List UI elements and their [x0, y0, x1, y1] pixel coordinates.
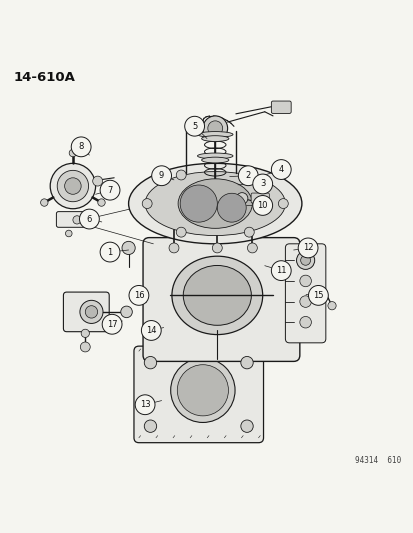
Text: 1: 1 — [107, 247, 112, 256]
Circle shape — [50, 163, 95, 209]
Circle shape — [151, 166, 171, 185]
Text: 12: 12 — [302, 244, 313, 253]
Text: 5: 5 — [192, 122, 197, 131]
Circle shape — [296, 251, 314, 269]
Circle shape — [308, 286, 328, 305]
Text: 14-610A: 14-610A — [13, 70, 75, 84]
Circle shape — [238, 166, 258, 185]
Circle shape — [299, 275, 311, 287]
Text: 13: 13 — [140, 400, 150, 409]
Text: 6: 6 — [86, 215, 92, 223]
Circle shape — [65, 230, 72, 237]
Circle shape — [212, 243, 222, 253]
Circle shape — [240, 420, 253, 432]
Circle shape — [40, 199, 48, 206]
Ellipse shape — [201, 136, 228, 141]
Circle shape — [278, 199, 287, 208]
FancyBboxPatch shape — [63, 292, 109, 332]
Circle shape — [170, 358, 235, 423]
Circle shape — [57, 171, 88, 201]
Circle shape — [271, 261, 290, 280]
Circle shape — [169, 243, 178, 253]
Circle shape — [299, 255, 311, 266]
Ellipse shape — [183, 265, 251, 325]
Circle shape — [71, 137, 91, 157]
Ellipse shape — [201, 157, 228, 163]
Circle shape — [100, 242, 120, 262]
Circle shape — [297, 238, 317, 258]
Circle shape — [236, 192, 247, 204]
Circle shape — [240, 357, 253, 369]
Circle shape — [142, 199, 152, 208]
Circle shape — [100, 180, 120, 200]
Text: 7: 7 — [107, 185, 112, 195]
Circle shape — [299, 317, 311, 328]
Ellipse shape — [178, 179, 252, 228]
Circle shape — [271, 160, 290, 180]
Text: 17: 17 — [107, 320, 117, 329]
Text: 3: 3 — [259, 180, 265, 189]
Circle shape — [141, 320, 161, 341]
Circle shape — [252, 174, 272, 194]
Text: 11: 11 — [275, 266, 286, 275]
Text: 9: 9 — [159, 171, 164, 180]
FancyBboxPatch shape — [285, 244, 325, 343]
Circle shape — [327, 302, 335, 310]
Circle shape — [176, 227, 186, 237]
Text: 8: 8 — [78, 142, 84, 151]
Text: 14: 14 — [146, 326, 156, 335]
Circle shape — [177, 365, 228, 416]
Ellipse shape — [128, 163, 301, 244]
Circle shape — [135, 395, 154, 415]
FancyBboxPatch shape — [271, 101, 290, 114]
Circle shape — [79, 209, 99, 229]
Circle shape — [144, 420, 156, 432]
Circle shape — [80, 342, 90, 352]
Ellipse shape — [197, 153, 233, 159]
Circle shape — [122, 241, 135, 255]
Circle shape — [121, 306, 132, 318]
Circle shape — [69, 149, 76, 157]
FancyBboxPatch shape — [251, 193, 268, 203]
Circle shape — [244, 170, 254, 180]
Circle shape — [64, 178, 81, 195]
Text: 10: 10 — [257, 201, 267, 210]
Text: 4: 4 — [278, 165, 283, 174]
Text: 15: 15 — [312, 291, 323, 300]
Circle shape — [80, 300, 103, 324]
Circle shape — [97, 199, 105, 206]
Circle shape — [299, 296, 311, 308]
Circle shape — [93, 176, 102, 186]
Circle shape — [144, 357, 156, 369]
Text: 94314  610: 94314 610 — [354, 456, 400, 465]
Circle shape — [217, 193, 246, 222]
Text: 2: 2 — [245, 171, 250, 180]
Circle shape — [252, 196, 272, 215]
Circle shape — [73, 216, 81, 224]
Text: 16: 16 — [133, 291, 144, 300]
Circle shape — [81, 329, 89, 337]
Circle shape — [180, 185, 217, 222]
Ellipse shape — [197, 132, 233, 138]
Ellipse shape — [171, 256, 262, 335]
Circle shape — [129, 286, 148, 305]
Circle shape — [244, 227, 254, 237]
Circle shape — [300, 255, 310, 265]
Circle shape — [202, 116, 227, 141]
Circle shape — [176, 170, 186, 180]
FancyBboxPatch shape — [143, 238, 299, 361]
Circle shape — [207, 121, 222, 136]
Circle shape — [102, 314, 122, 334]
Circle shape — [247, 243, 257, 253]
FancyBboxPatch shape — [134, 346, 263, 443]
Circle shape — [184, 116, 204, 136]
FancyBboxPatch shape — [56, 212, 91, 227]
Circle shape — [85, 306, 97, 318]
Ellipse shape — [145, 172, 285, 236]
